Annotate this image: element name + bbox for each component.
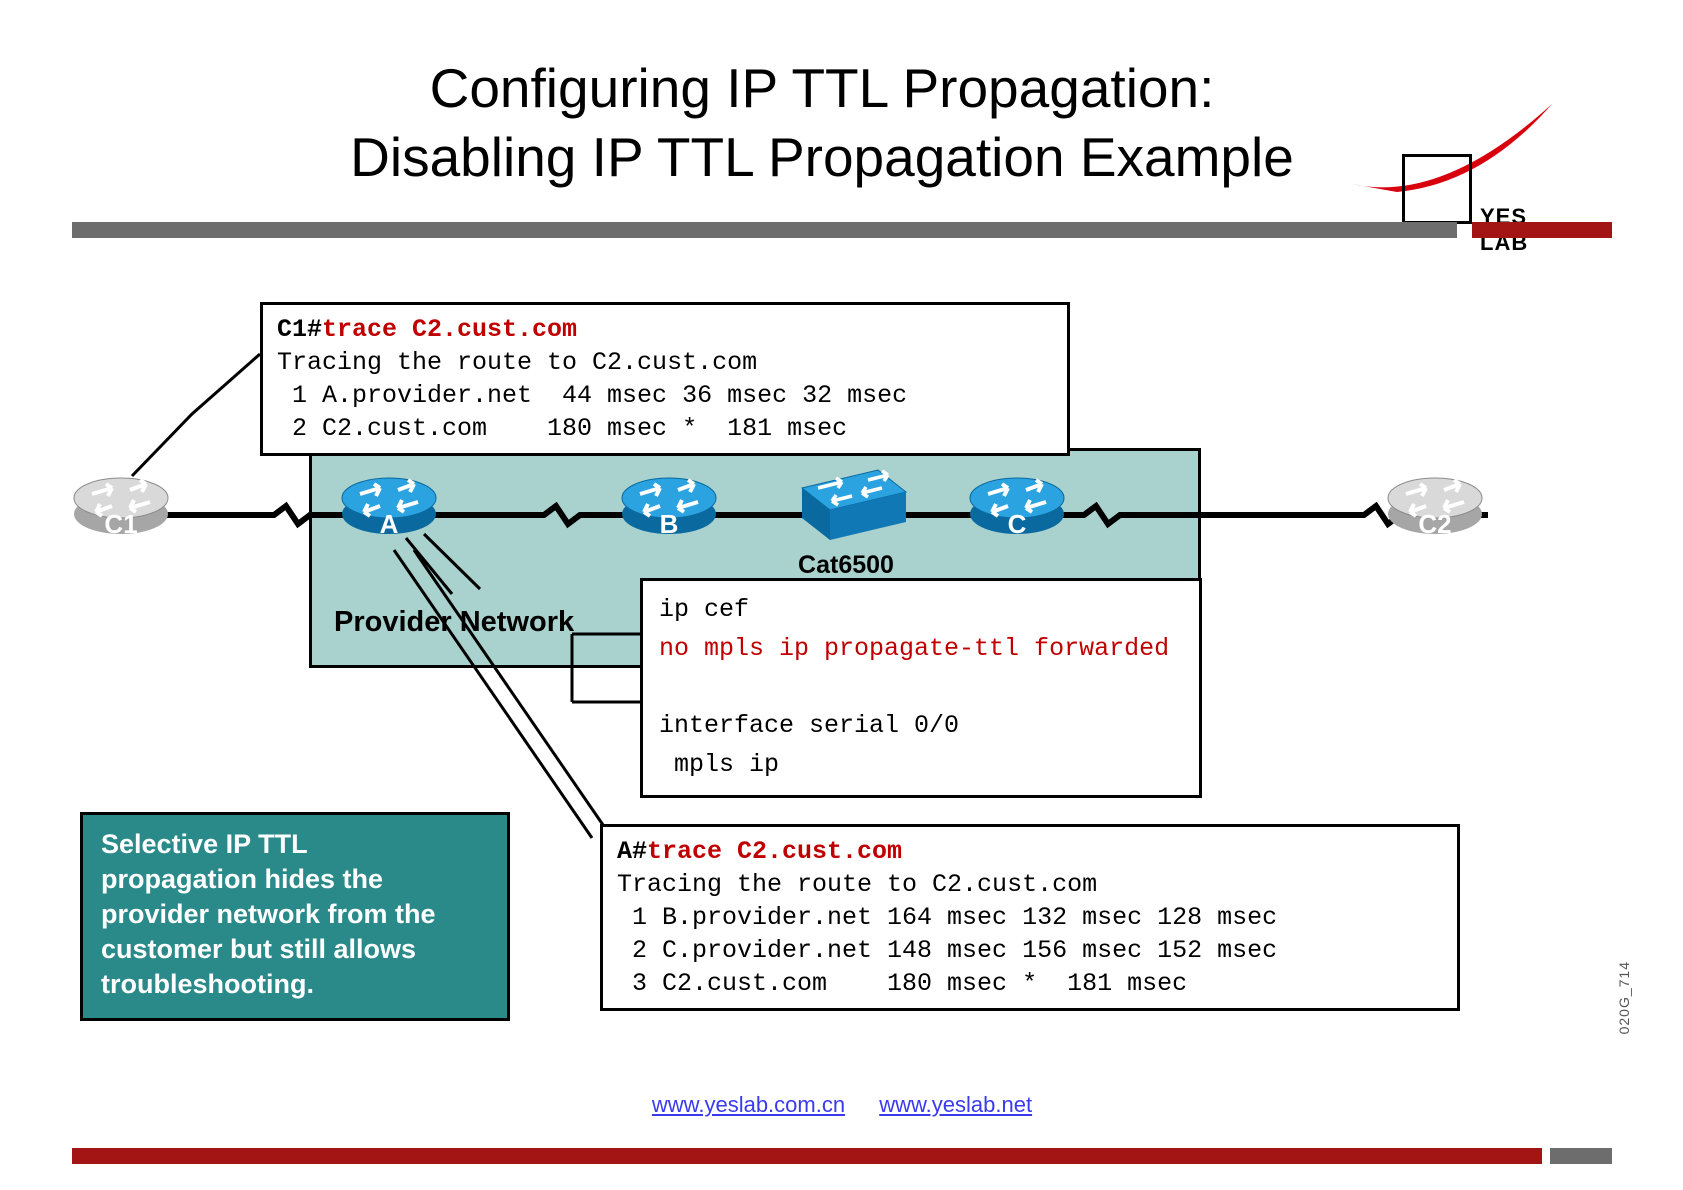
note-callout: Selective IP TTL propagation hides the p… bbox=[80, 812, 510, 1021]
title-line-1: Configuring IP TTL Propagation: bbox=[222, 54, 1422, 123]
cfg-line-4: mpls ip bbox=[659, 750, 779, 779]
trace-c1-cmd: trace C2.cust.com bbox=[322, 315, 577, 344]
cfg-line-3: interface serial 0/0 bbox=[659, 711, 959, 740]
divider-gray bbox=[72, 222, 1457, 238]
trace-c1-line-0: Tracing the route to C2.cust.com bbox=[277, 348, 757, 377]
logo-box-icon bbox=[1402, 154, 1472, 224]
trace-c1-line-1: 1 A.provider.net 44 msec 36 msec 32 msec bbox=[277, 381, 907, 410]
title-line-2: Disabling IP TTL Propagation Example bbox=[222, 123, 1422, 192]
router-c2: C2 bbox=[1386, 474, 1484, 536]
trace-a-prompt: A# bbox=[617, 837, 647, 866]
switch-cat6500-label: Cat6500 bbox=[782, 551, 910, 580]
trace-a-line-3: 3 C2.cust.com 180 msec * 181 msec bbox=[617, 969, 1187, 998]
cfg-line-1: no mpls ip propagate-ttl forwarded bbox=[659, 634, 1169, 663]
footer-link-1[interactable]: www.yeslab.com.cn bbox=[652, 1092, 845, 1117]
divider-red bbox=[1472, 222, 1612, 238]
switch-icon bbox=[782, 458, 910, 546]
footer-link-2[interactable]: www.yeslab.net bbox=[879, 1092, 1032, 1117]
provider-network-label: Provider Network bbox=[334, 606, 574, 639]
router-a-label: A bbox=[340, 509, 438, 540]
switch-cat6500: Cat6500 bbox=[782, 458, 910, 546]
router-c1: C1 bbox=[72, 474, 170, 536]
network-diagram: Provider Network C1 bbox=[72, 254, 1612, 1084]
trace-a-box: A#trace C2.cust.com Tracing the route to… bbox=[600, 824, 1460, 1011]
router-c1-label: C1 bbox=[72, 509, 170, 540]
trace-a-cmd: trace C2.cust.com bbox=[647, 837, 902, 866]
router-c: C bbox=[968, 474, 1066, 536]
router-c-label: C bbox=[968, 509, 1066, 540]
slide-title: Configuring IP TTL Propagation: Disablin… bbox=[222, 54, 1422, 192]
yeslab-logo: YES LAB bbox=[1362, 104, 1582, 224]
router-c2-label: C2 bbox=[1386, 509, 1484, 540]
footer-bar-gray bbox=[1550, 1148, 1612, 1164]
footer-links: www.yeslab.com.cn www.yeslab.net bbox=[72, 1092, 1612, 1118]
trace-a-line-1: 1 B.provider.net 164 msec 132 msec 128 m… bbox=[617, 903, 1277, 932]
slide-code: 020G_714 bbox=[1616, 961, 1632, 1034]
config-box: ip cef no mpls ip propagate-ttl forwarde… bbox=[640, 578, 1202, 798]
trace-c1-box: C1#trace C2.cust.com Tracing the route t… bbox=[260, 302, 1070, 456]
cfg-line-0: ip cef bbox=[659, 595, 749, 624]
router-a: A bbox=[340, 474, 438, 536]
trace-a-line-0: Tracing the route to C2.cust.com bbox=[617, 870, 1097, 899]
router-b-label: B bbox=[620, 509, 718, 540]
trace-c1-line-2: 2 C2.cust.com 180 msec * 181 msec bbox=[277, 414, 847, 443]
trace-a-line-2: 2 C.provider.net 148 msec 156 msec 152 m… bbox=[617, 936, 1277, 965]
router-b: B bbox=[620, 474, 718, 536]
trace-c1-prompt: C1# bbox=[277, 315, 322, 344]
footer-bar-red bbox=[72, 1148, 1542, 1164]
note-callout-text: Selective IP TTL propagation hides the p… bbox=[101, 827, 489, 1002]
